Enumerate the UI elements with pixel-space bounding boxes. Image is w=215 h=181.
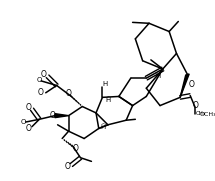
Polygon shape: [55, 114, 69, 118]
Text: H: H: [156, 73, 161, 79]
Text: O: O: [188, 80, 194, 89]
Text: OCH₃: OCH₃: [199, 112, 215, 117]
Text: H: H: [103, 81, 108, 87]
Text: O: O: [37, 88, 43, 97]
Text: O: O: [65, 162, 71, 171]
Text: O: O: [66, 89, 72, 98]
Text: CH₃: CH₃: [196, 111, 206, 116]
Text: O: O: [20, 119, 26, 125]
Text: O: O: [49, 111, 55, 120]
Text: O: O: [193, 101, 199, 110]
Text: O: O: [41, 70, 47, 79]
Text: H̄: H̄: [101, 124, 106, 130]
Polygon shape: [180, 74, 189, 97]
Text: O: O: [37, 77, 42, 83]
Text: O: O: [73, 144, 79, 153]
Text: O: O: [25, 103, 31, 112]
Text: H̄: H̄: [105, 97, 111, 103]
Text: O: O: [25, 124, 31, 133]
